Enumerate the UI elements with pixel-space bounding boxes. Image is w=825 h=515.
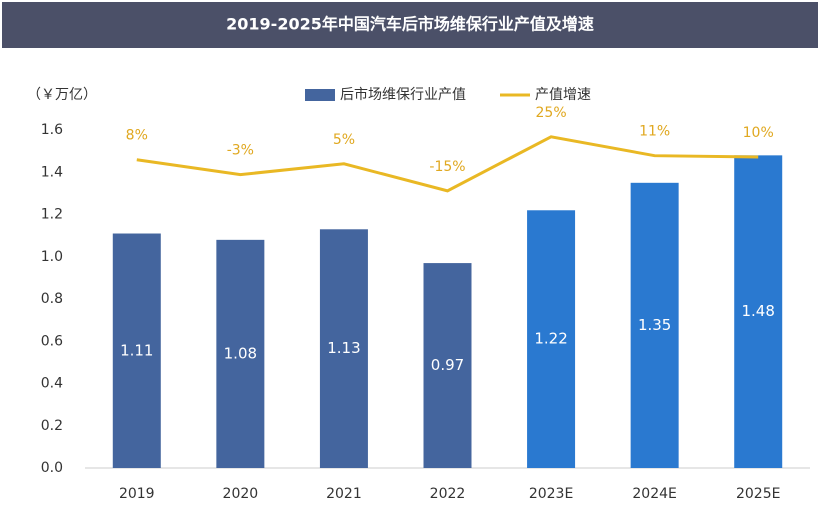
- bar: [734, 155, 783, 468]
- y-tick-label: 0.0: [41, 460, 63, 476]
- x-tick-label: 2024E: [632, 486, 676, 502]
- line-value-label: -3%: [227, 143, 254, 159]
- x-tick-label: 2020: [223, 486, 259, 502]
- bar: [423, 263, 472, 468]
- bar-value-label: 1.48: [742, 302, 775, 320]
- line-value-label: 25%: [536, 105, 567, 121]
- x-tick-label: 2025E: [736, 486, 780, 502]
- x-tick-label: 2023E: [529, 486, 573, 502]
- y-tick-label: 0.4: [41, 376, 63, 392]
- y-tick-label: 1.0: [41, 249, 63, 265]
- y-tick-label: 0.8: [41, 291, 63, 307]
- bar-value-label: 0.97: [431, 356, 464, 374]
- y-tick-label: 0.2: [41, 418, 63, 434]
- y-tick-label: 1.6: [41, 122, 63, 138]
- x-tick-label: 2021: [326, 486, 362, 502]
- bar-value-label: 1.13: [327, 339, 360, 357]
- bar-value-label: 1.08: [224, 344, 257, 362]
- line-value-label: -15%: [429, 159, 465, 175]
- y-axis-label: （￥万亿）: [27, 87, 97, 103]
- bar: [319, 229, 368, 468]
- line-value-label: 8%: [126, 128, 148, 144]
- bar: [112, 233, 161, 468]
- legend-swatch: [305, 89, 335, 101]
- bar-value-label: 1.22: [534, 330, 567, 348]
- line: [136, 135, 759, 193]
- bar: [527, 210, 576, 468]
- x-tick-label: 2022: [430, 486, 466, 502]
- y-tick-label: 0.6: [41, 333, 63, 349]
- title-banner: [2, 2, 818, 48]
- legend-label: 后市场维保行业产值: [340, 86, 466, 103]
- line-value-label: 10%: [743, 125, 774, 141]
- line-value-label: 11%: [639, 124, 670, 140]
- y-tick-label: 1.2: [41, 207, 63, 223]
- line-value-label: 5%: [333, 132, 355, 148]
- chart-title: 2019-2025年中国汽车后市场维保行业产值及增速: [226, 15, 594, 34]
- legend-label: 产值增速: [535, 87, 591, 103]
- bar: [630, 182, 679, 468]
- bar-value-label: 1.11: [120, 341, 153, 359]
- x-tick-label: 2019: [119, 486, 155, 502]
- bar: [216, 239, 265, 468]
- y-tick-label: 1.4: [41, 164, 63, 180]
- bar-value-label: 1.35: [638, 316, 671, 334]
